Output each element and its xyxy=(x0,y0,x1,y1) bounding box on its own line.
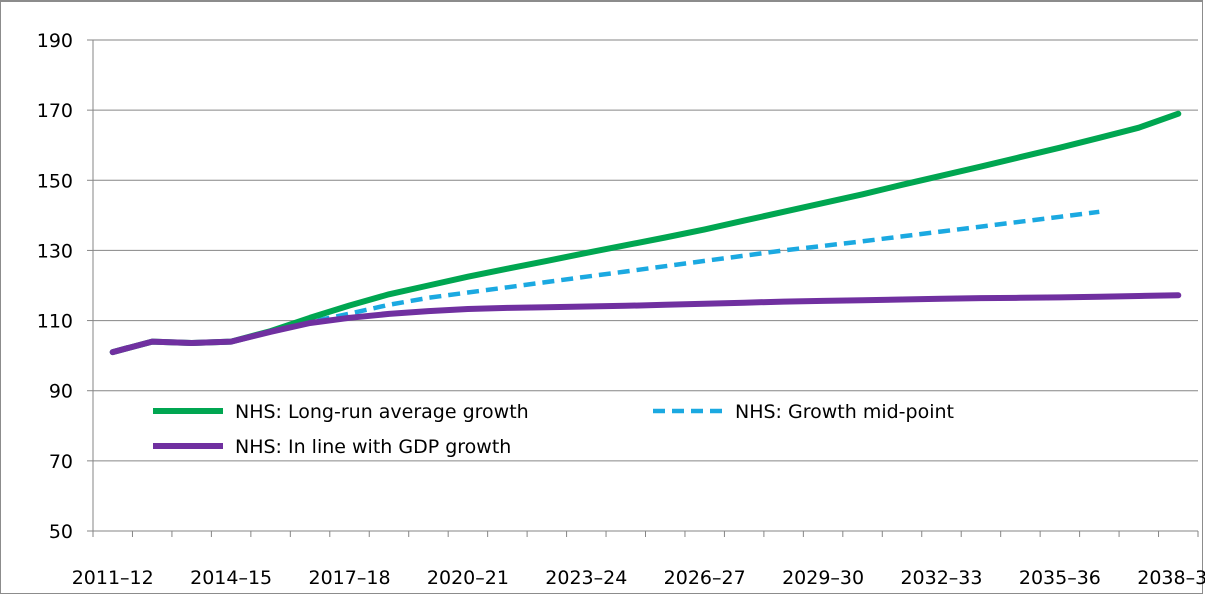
y-tick-label: 170 xyxy=(37,100,73,122)
series-line-1 xyxy=(112,209,1100,355)
x-tick-label: 2023–24 xyxy=(545,567,627,589)
y-tick-label: 90 xyxy=(49,381,73,403)
y-tick-label: 50 xyxy=(49,521,73,543)
y-tick-label: 150 xyxy=(37,170,73,192)
x-tick-label: 2029–30 xyxy=(782,567,864,589)
legend-label-1: NHS: Growth mid-point xyxy=(735,401,954,423)
x-tick-label: 2014–15 xyxy=(190,567,272,589)
series-line-0 xyxy=(109,110,1182,356)
x-tick-label: 2017–18 xyxy=(309,567,391,589)
x-tick-label: 2011–12 xyxy=(72,567,154,589)
legend-label-0: NHS: Long-run average growth xyxy=(235,401,529,423)
series-line-2 xyxy=(109,292,1182,356)
x-tick-label: 2020–21 xyxy=(427,567,509,589)
gridlines xyxy=(93,39,1198,462)
x-tick-label: 2026–27 xyxy=(664,567,746,589)
y-tick-label: 70 xyxy=(49,451,73,473)
x-tick-label: 2038–39 xyxy=(1137,567,1205,589)
y-tick-label: 190 xyxy=(37,30,73,52)
legend-label-2: NHS: In line with GDP growth xyxy=(235,436,511,458)
y-tick-label: 110 xyxy=(37,311,73,333)
x-tick-label: 2035–36 xyxy=(1019,567,1101,589)
x-axis-ticks: 2011–12 2014–15 2017–18 2020–21 2023–24 2026–… xyxy=(72,531,1205,589)
x-tick-label: 2032–33 xyxy=(900,567,982,589)
series-lines xyxy=(109,110,1182,356)
y-tick-label: 130 xyxy=(37,240,73,262)
legend: NHS: Long-run average growth NHS: Growth … xyxy=(153,401,954,458)
y-axis-ticks: 50 70 90 110 130 150 170 190 xyxy=(37,30,93,543)
